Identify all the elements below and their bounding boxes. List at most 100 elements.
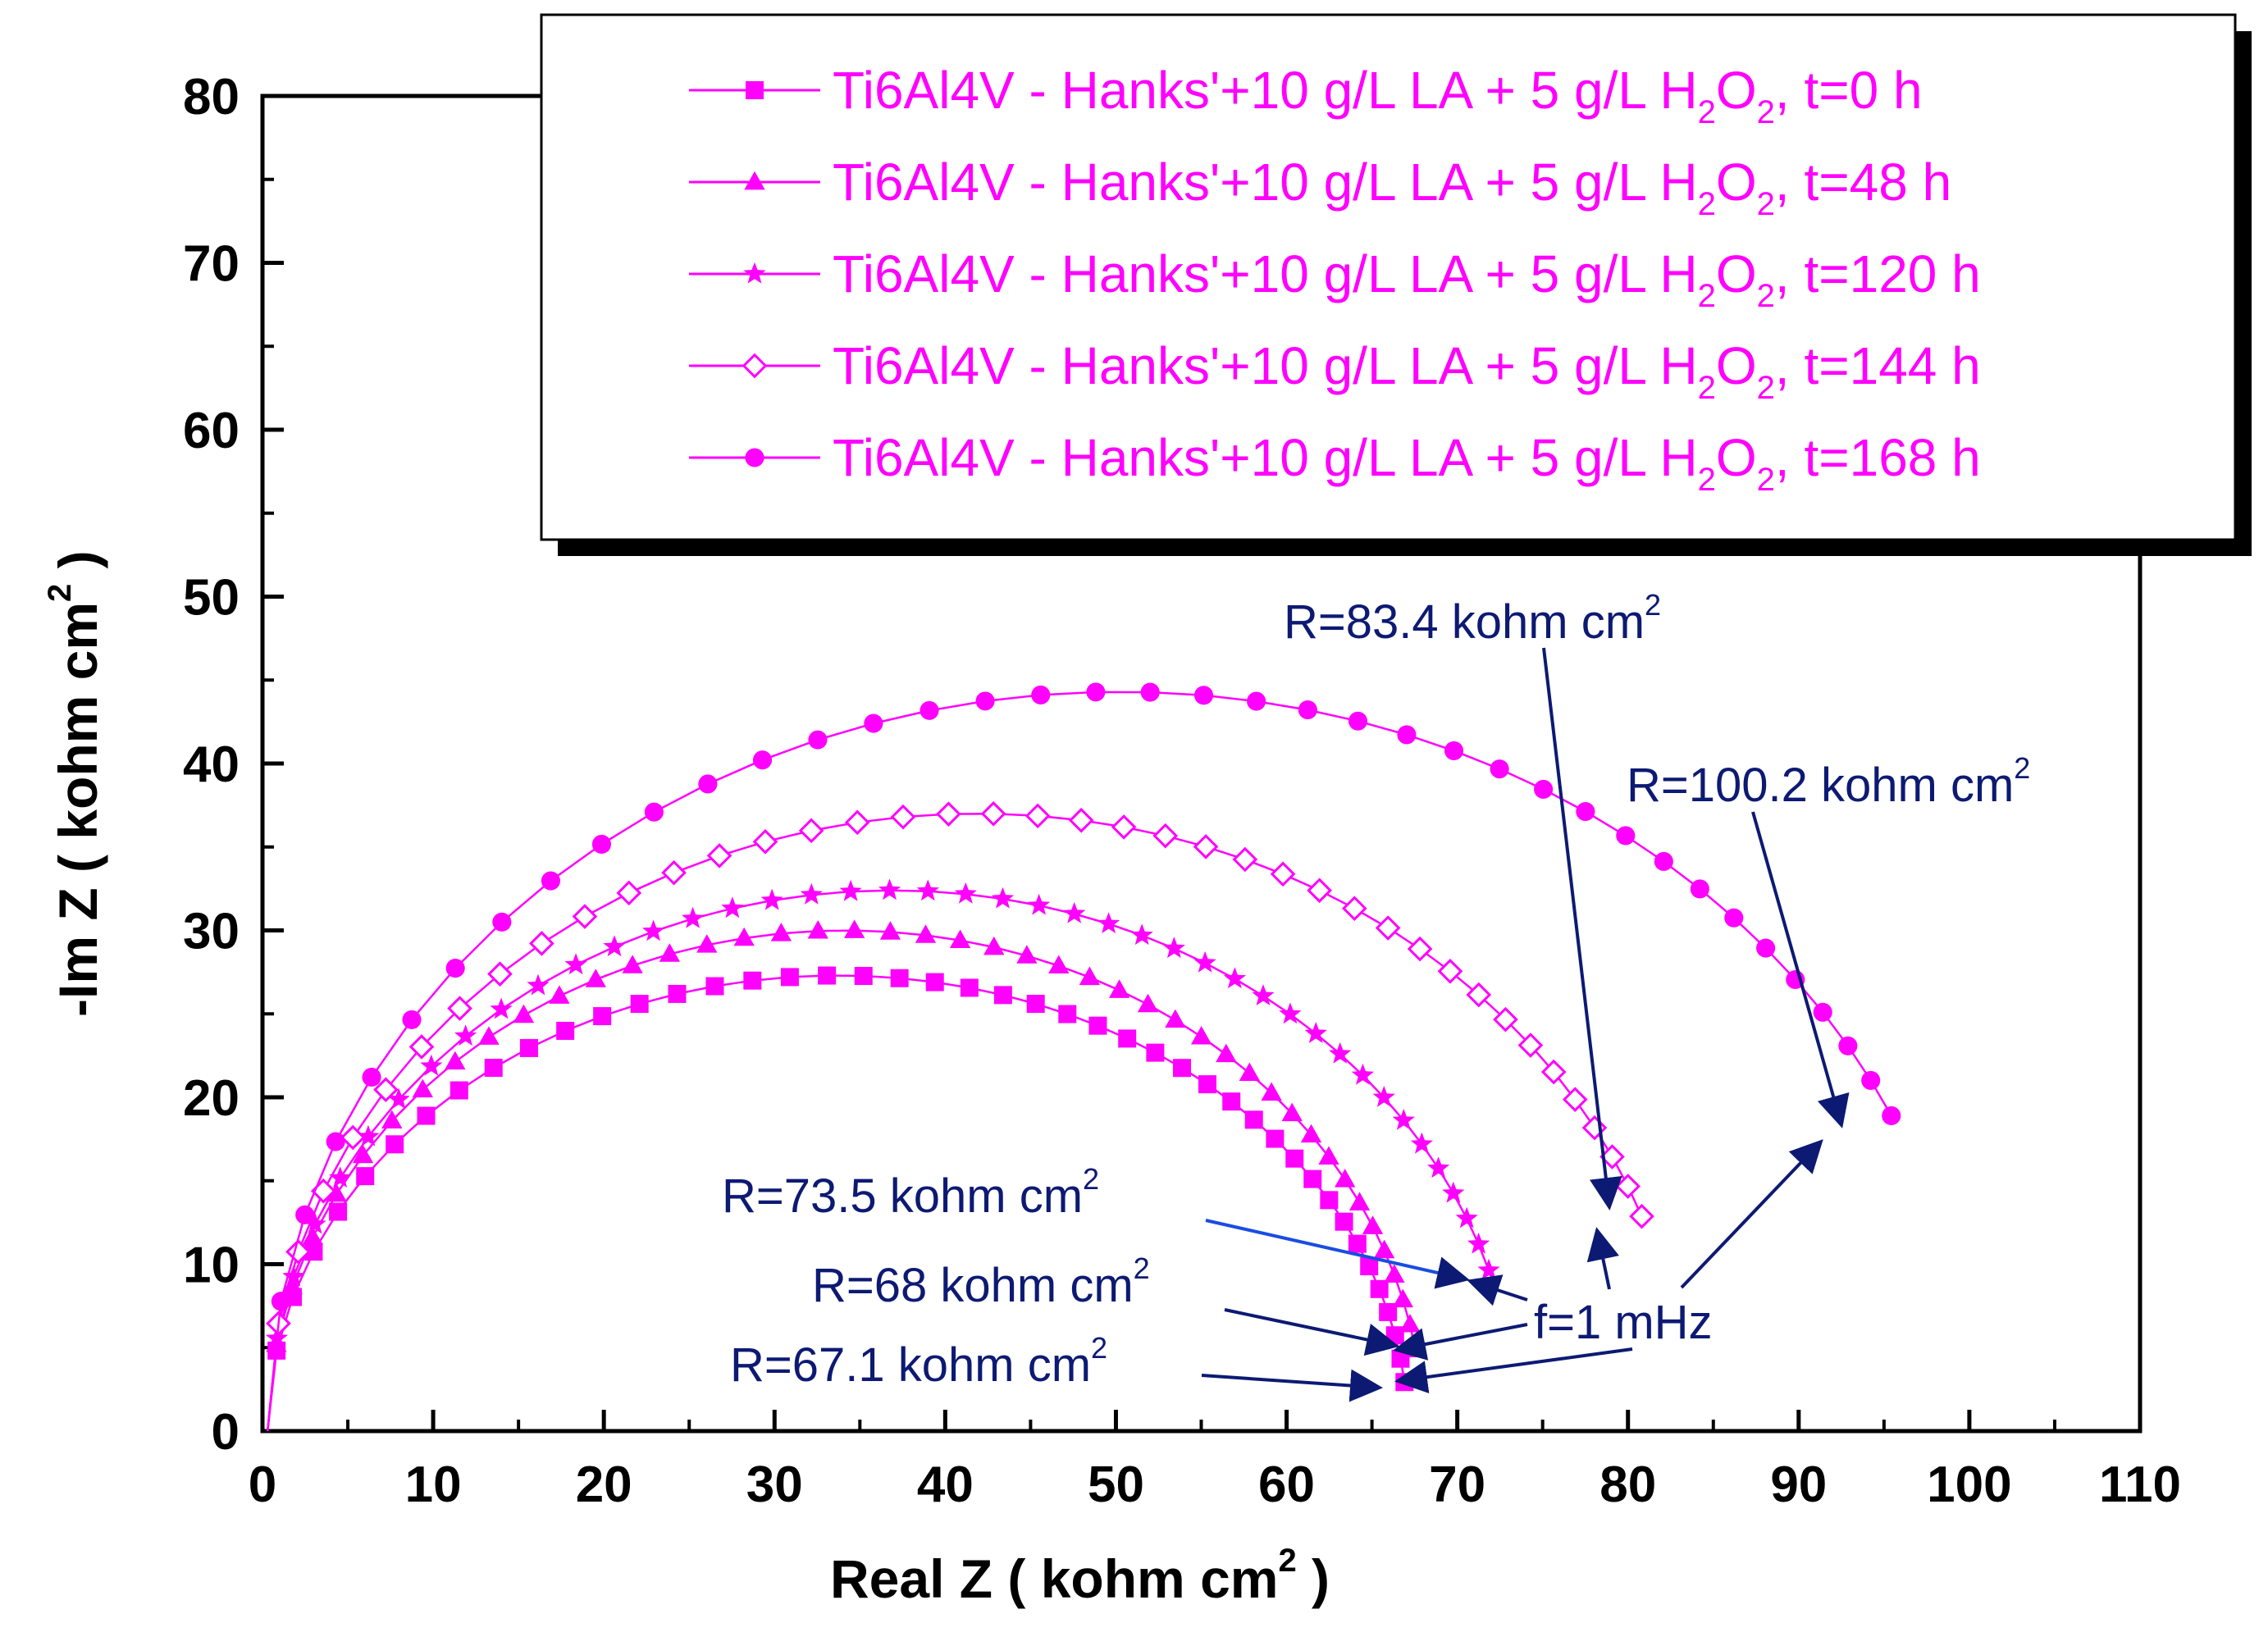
- x-tick-label: 30: [746, 1456, 803, 1513]
- y-axis-title: -Im Z ( kohm cm2 ): [42, 550, 108, 1017]
- data-point: [356, 1167, 375, 1186]
- data-point: [271, 1292, 290, 1311]
- data-point: [864, 713, 883, 733]
- data-point: [975, 691, 995, 711]
- data-point: [1690, 879, 1709, 899]
- data-point: [1165, 1009, 1186, 1028]
- data-point: [591, 834, 612, 854]
- data-point: [1140, 682, 1160, 702]
- data-point: [1270, 861, 1296, 887]
- y-tick-label: 40: [183, 736, 240, 793]
- data-point: [1232, 846, 1258, 873]
- data-point: [1063, 902, 1086, 923]
- y-axis-ticks: 0 10 20 30 40 50 60 70 80: [183, 69, 284, 1461]
- legend-label-0: Ti6Al4V - Hanks'+10 g/L LA + 5 g/L H2O2,…: [833, 61, 1923, 130]
- data-point: [780, 968, 799, 987]
- data-point: [1493, 1006, 1518, 1033]
- data-point: [1351, 1063, 1374, 1085]
- data-point: [1307, 878, 1332, 904]
- x-axis-title: Real Z ( kohm cm2 ): [830, 1543, 1330, 1609]
- data-point: [760, 888, 783, 910]
- data-point: [1427, 1156, 1450, 1178]
- data-point: [1193, 950, 1216, 973]
- data-point: [420, 1054, 443, 1076]
- data-point: [1534, 779, 1554, 799]
- legend-box: [540, 13, 2237, 541]
- data-point: [1028, 893, 1051, 915]
- data-point: [1379, 1302, 1398, 1321]
- data-point: [844, 919, 865, 938]
- data-point: [303, 1212, 326, 1234]
- data-point: [1375, 915, 1401, 941]
- legend-label-4: Ti6Al4V - Hanks'+10 g/L LA + 5 g/L H2O2,…: [833, 428, 1981, 498]
- arrow-freq-t144: [1586, 1227, 1619, 1290]
- data-point: [1298, 700, 1317, 720]
- data-point: [1392, 1109, 1415, 1130]
- data-point: [644, 802, 664, 822]
- legend-label-2: Ti6Al4V - Hanks'+10 g/L LA + 5 g/L H2O2,…: [833, 244, 1981, 314]
- data-point: [1477, 1258, 1500, 1280]
- series-3: [266, 800, 1654, 1432]
- data-point: [381, 1110, 403, 1129]
- data-point: [1068, 807, 1094, 833]
- data-point: [445, 1051, 466, 1070]
- series-4: [266, 682, 1901, 1432]
- data-point: [949, 929, 971, 949]
- data-point: [1838, 1036, 1858, 1055]
- data-point: [1813, 1002, 1832, 1022]
- y-tick-label: 20: [183, 1070, 240, 1127]
- data-point: [878, 878, 901, 900]
- data-point: [1490, 759, 1509, 779]
- data-point: [798, 818, 824, 844]
- data-point: [682, 906, 705, 928]
- data-point: [1097, 912, 1120, 933]
- data-point: [1252, 984, 1275, 1005]
- data-point: [1442, 1181, 1465, 1203]
- data-point: [519, 1038, 538, 1057]
- data-point: [920, 700, 939, 720]
- data-point: [1266, 1129, 1285, 1148]
- data-point: [1026, 995, 1045, 1014]
- data-point: [1437, 958, 1463, 984]
- legend-marker-0: [746, 81, 764, 99]
- data-point: [916, 879, 939, 901]
- data-point: [770, 923, 792, 941]
- data-point: [1392, 1288, 1413, 1308]
- data-point: [1576, 802, 1595, 822]
- arrow-r-68: [1224, 1308, 1399, 1356]
- data-point: [362, 1067, 381, 1087]
- arrow-r-83-4: [1542, 647, 1622, 1210]
- data-point: [659, 943, 681, 962]
- y-tick-label: 80: [183, 69, 240, 125]
- y-tick-label: 50: [183, 570, 240, 627]
- data-point: [668, 984, 687, 1003]
- y-tick-label: 10: [183, 1238, 240, 1294]
- data-point: [991, 887, 1015, 909]
- data-point: [1455, 1206, 1478, 1229]
- annotation-r-68: R=68 kohm cm2: [812, 1251, 1150, 1312]
- x-tick-label: 90: [1770, 1456, 1827, 1513]
- data-point: [527, 973, 550, 996]
- legend-label-3: Ti6Al4V - Hanks'+10 g/L LA + 5 g/L H2O2,…: [833, 336, 1981, 406]
- x-axis-ticks: 0 10 20 30 40 50 60 70 80 90 100 110: [249, 1410, 2181, 1513]
- x-tick-label: 100: [1927, 1456, 2011, 1513]
- data-point: [295, 1205, 315, 1224]
- data-point: [357, 1124, 380, 1147]
- data-point: [936, 801, 961, 827]
- data-point: [1223, 967, 1246, 989]
- data-point: [492, 912, 512, 932]
- data-point: [1162, 937, 1185, 959]
- data-point: [1615, 1174, 1641, 1199]
- data-point: [329, 1202, 348, 1221]
- arrow-freq-t168: [1680, 1139, 1823, 1289]
- x-tick-label: 0: [249, 1456, 276, 1513]
- data-point: [487, 961, 513, 987]
- data-point: [1372, 1086, 1395, 1107]
- data-point: [1300, 1124, 1322, 1143]
- data-point: [844, 809, 870, 836]
- data-point: [721, 896, 744, 919]
- data-point: [1318, 1146, 1339, 1165]
- data-point: [1261, 1082, 1282, 1101]
- data-point: [983, 936, 1005, 955]
